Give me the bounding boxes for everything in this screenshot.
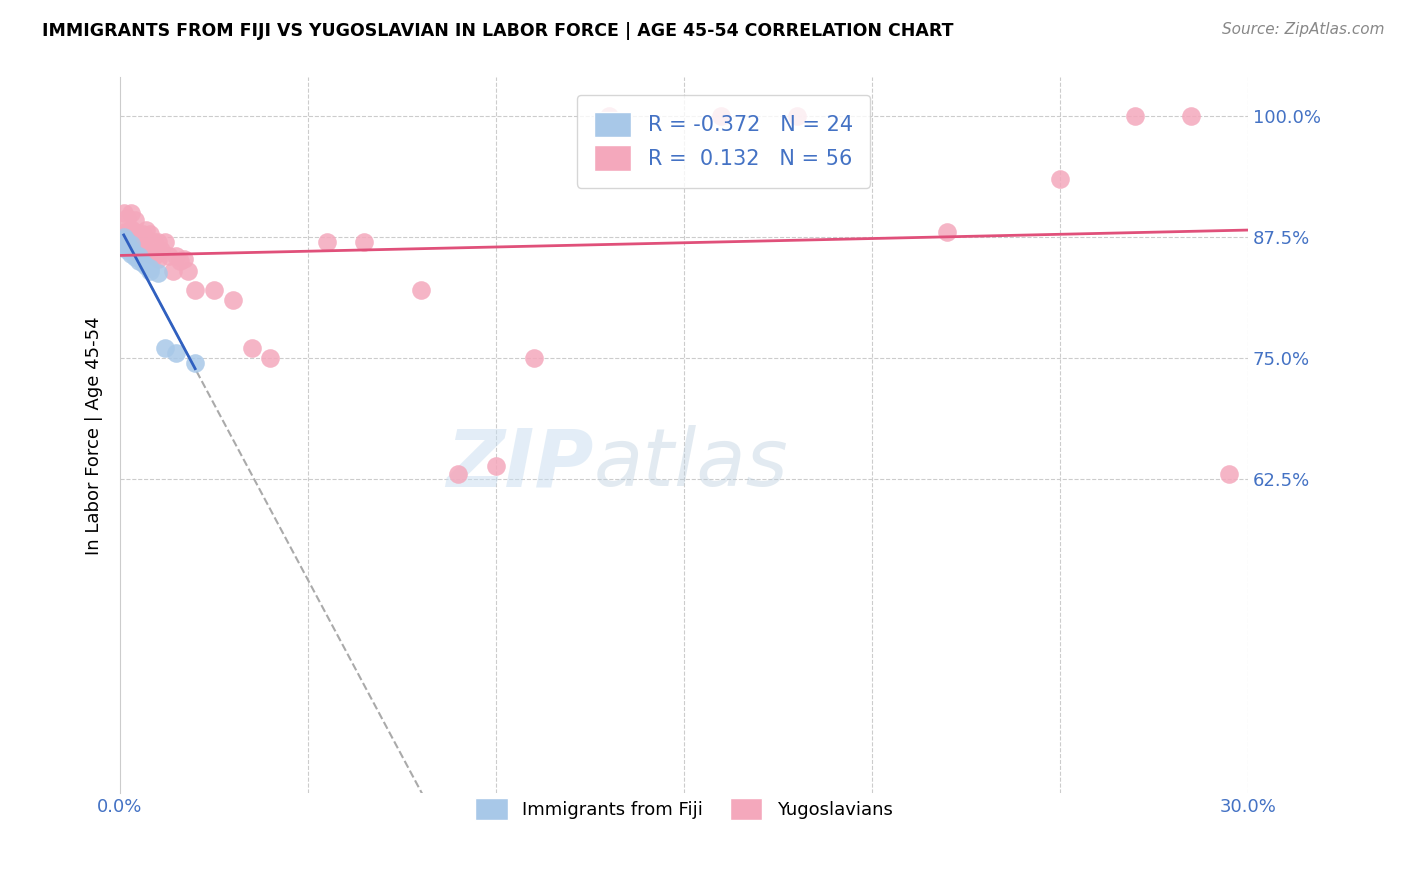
Point	[117, 240, 139, 254]
Text: Source: ZipAtlas.com: Source: ZipAtlas.com	[1222, 22, 1385, 37]
Point	[146, 235, 169, 249]
Point	[135, 243, 157, 257]
Point	[120, 236, 142, 251]
Point	[117, 230, 139, 244]
Point	[153, 235, 176, 249]
Point	[184, 356, 207, 370]
Point	[315, 235, 337, 249]
Point	[114, 235, 136, 250]
Point	[117, 211, 139, 225]
Point	[117, 243, 139, 257]
Point	[165, 346, 187, 360]
Point	[485, 459, 508, 474]
Point	[184, 283, 207, 297]
Point	[1049, 172, 1071, 186]
Y-axis label: In Labor Force | Age 45-54: In Labor Force | Age 45-54	[86, 316, 103, 555]
Point	[139, 260, 162, 275]
Point	[150, 243, 173, 257]
Point	[157, 249, 180, 263]
Point	[173, 252, 195, 267]
Point	[124, 246, 146, 260]
Text: ZIP: ZIP	[446, 425, 593, 503]
Point	[142, 235, 165, 249]
Point	[120, 235, 142, 249]
Text: IMMIGRANTS FROM FIJI VS YUGOSLAVIAN IN LABOR FORCE | AGE 45-54 CORRELATION CHART: IMMIGRANTS FROM FIJI VS YUGOSLAVIAN IN L…	[42, 22, 953, 40]
Point	[146, 266, 169, 280]
Point	[936, 225, 959, 239]
Point	[135, 223, 157, 237]
Legend: Immigrants from Fiji, Yugoslavians: Immigrants from Fiji, Yugoslavians	[461, 783, 907, 834]
Point	[124, 251, 146, 265]
Point	[135, 259, 157, 273]
Point	[112, 235, 135, 249]
Point	[786, 109, 808, 123]
Point	[139, 246, 162, 260]
Point	[522, 351, 544, 365]
Point	[353, 235, 375, 249]
Point	[131, 244, 153, 259]
Point	[409, 283, 432, 297]
Point	[710, 109, 733, 123]
Point	[162, 264, 184, 278]
Point	[128, 236, 150, 251]
Point	[447, 467, 470, 481]
Point	[114, 227, 136, 242]
Text: atlas: atlas	[593, 425, 789, 503]
Point	[112, 235, 135, 249]
Point	[131, 227, 153, 242]
Point	[598, 109, 620, 123]
Point	[111, 230, 134, 244]
Point	[1123, 109, 1146, 123]
Point	[153, 341, 176, 355]
Point	[128, 249, 150, 263]
Point	[120, 206, 142, 220]
Point	[112, 230, 135, 244]
Point	[240, 341, 263, 355]
Point	[112, 232, 135, 246]
Point	[142, 249, 165, 263]
Point	[202, 283, 225, 297]
Point	[124, 212, 146, 227]
Point	[1180, 109, 1202, 123]
Point	[120, 242, 142, 256]
Point	[165, 249, 187, 263]
Point	[131, 256, 153, 270]
Point	[131, 235, 153, 249]
Point	[139, 227, 162, 242]
Point	[120, 222, 142, 236]
Point	[124, 225, 146, 239]
Point	[114, 233, 136, 247]
Point	[222, 293, 245, 307]
Point	[112, 206, 135, 220]
Point	[176, 264, 198, 278]
Point	[128, 227, 150, 242]
Point	[128, 246, 150, 260]
Point	[1218, 467, 1240, 481]
Point	[112, 225, 135, 239]
Point	[139, 264, 162, 278]
Point	[146, 252, 169, 267]
Point	[117, 237, 139, 252]
Point	[120, 246, 142, 260]
Point	[117, 225, 139, 239]
Point	[117, 235, 139, 249]
Point	[117, 236, 139, 251]
Point	[259, 351, 281, 365]
Point	[120, 227, 142, 242]
Point	[128, 254, 150, 268]
Point	[169, 254, 191, 268]
